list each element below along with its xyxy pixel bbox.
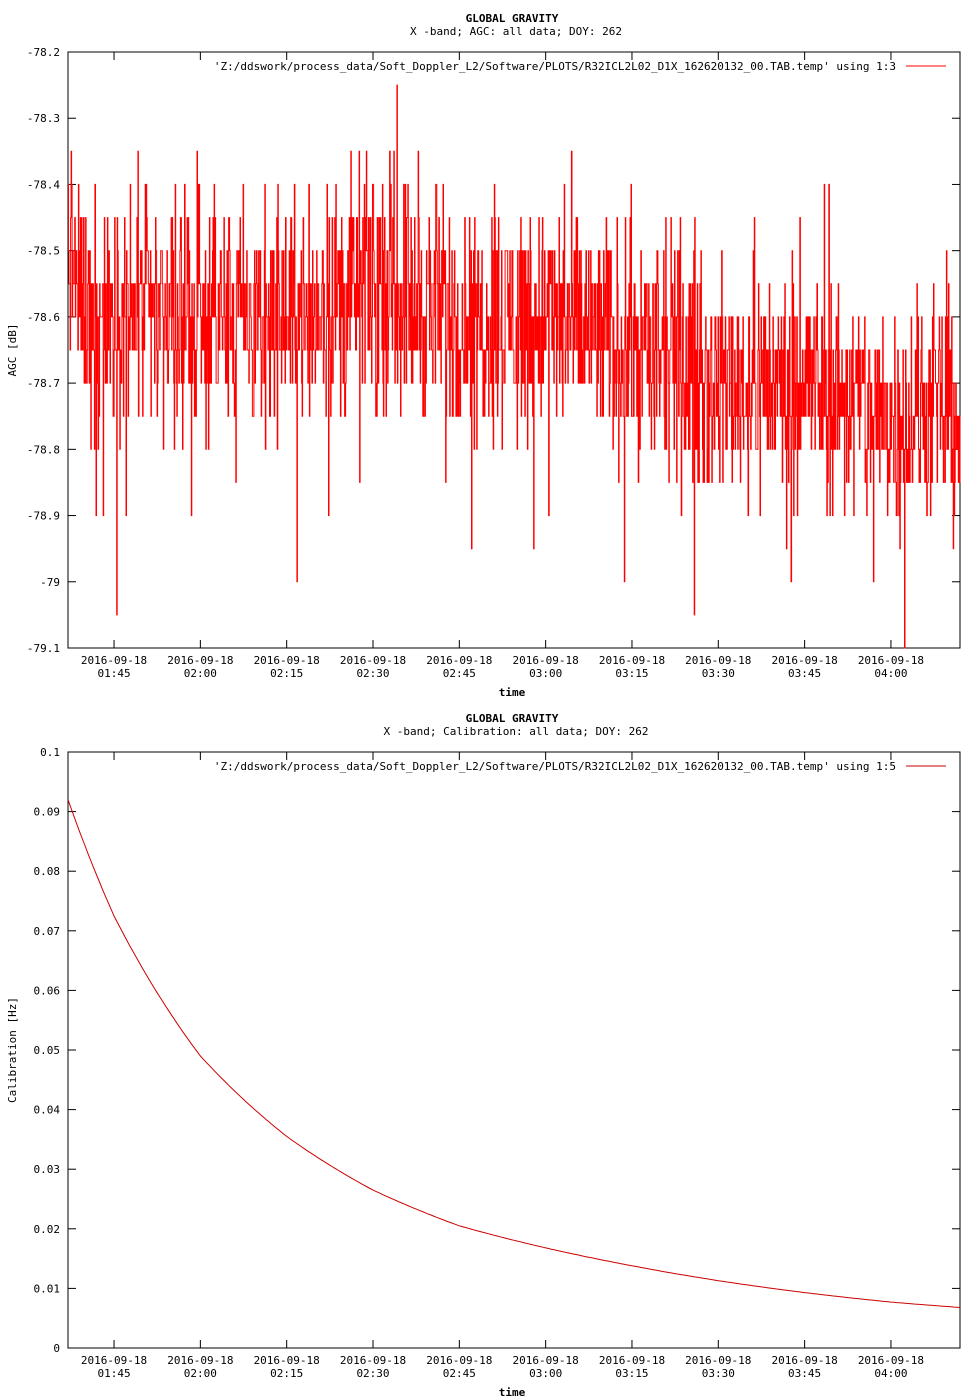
x-tick-time-label: 03:45 (788, 667, 821, 680)
y-tick-label: 0.05 (34, 1044, 61, 1057)
x-tick-date-label: 2016-09-18 (81, 1354, 147, 1367)
x-tick-time-label: 02:00 (184, 667, 217, 680)
x-tick-time-label: 03:00 (529, 1367, 562, 1380)
chart-subtitle-1: X -band; Calibration: all data; DOY: 262 (384, 725, 649, 738)
x-axis-label-0: time (499, 686, 526, 699)
x-tick-date-label: 2016-09-18 (772, 654, 838, 667)
x-tick-date-label: 2016-09-18 (81, 654, 147, 667)
x-tick-date-label: 2016-09-18 (167, 1354, 233, 1367)
y-tick-label: 0.1 (40, 746, 60, 759)
x-tick-time-label: 03:30 (702, 1367, 735, 1380)
x-tick-time-label: 04:00 (874, 667, 907, 680)
x-tick-time-label: 02:15 (270, 667, 303, 680)
y-tick-label: -78.5 (27, 245, 60, 258)
y-axis-label-1: Calibration [Hz] (6, 997, 19, 1103)
x-tick-date-label: 2016-09-18 (513, 654, 579, 667)
x-tick-date-label: 2016-09-18 (599, 654, 665, 667)
x-tick-date-label: 2016-09-18 (167, 654, 233, 667)
y-tick-label: 0.07 (34, 925, 61, 938)
chart-title-0: GLOBAL GRAVITY (466, 12, 559, 25)
x-tick-time-label: 03:45 (788, 1367, 821, 1380)
y-tick-label: -79.1 (27, 642, 60, 655)
y-tick-label: -78.3 (27, 112, 60, 125)
x-tick-date-label: 2016-09-18 (685, 654, 751, 667)
x-tick-date-label: 2016-09-18 (254, 654, 320, 667)
x-tick-date-label: 2016-09-18 (685, 1354, 751, 1367)
y-tick-label: 0.09 (34, 806, 61, 819)
x-tick-time-label: 02:45 (443, 1367, 476, 1380)
x-tick-time-label: 01:45 (97, 1367, 130, 1380)
y-tick-label: 0.03 (34, 1163, 61, 1176)
x-tick-time-label: 04:00 (874, 1367, 907, 1380)
x-tick-date-label: 2016-09-18 (772, 1354, 838, 1367)
x-tick-time-label: 02:15 (270, 1367, 303, 1380)
x-tick-time-label: 03:15 (615, 667, 648, 680)
series-line-0 (68, 84, 961, 649)
series-line-1 (67, 799, 961, 1308)
y-tick-label: 0.06 (34, 984, 61, 997)
y-tick-label: 0.08 (34, 865, 61, 878)
x-tick-date-label: 2016-09-18 (254, 1354, 320, 1367)
legend-label-0: 'Z:/ddswork/process_data/Soft_Doppler_L2… (214, 60, 896, 73)
y-tick-label: 0.04 (34, 1104, 61, 1117)
x-tick-date-label: 2016-09-18 (426, 1354, 492, 1367)
x-tick-date-label: 2016-09-18 (599, 1354, 665, 1367)
chart-subtitle-0: X -band; AGC: all data; DOY: 262 (410, 25, 622, 38)
y-tick-label: -78.7 (27, 377, 60, 390)
y-tick-label: -78.4 (27, 178, 60, 191)
x-tick-time-label: 02:45 (443, 667, 476, 680)
x-tick-date-label: 2016-09-18 (340, 1354, 406, 1367)
y-tick-label: -78.8 (27, 443, 60, 456)
x-tick-date-label: 2016-09-18 (858, 1354, 924, 1367)
x-tick-date-label: 2016-09-18 (426, 654, 492, 667)
x-tick-time-label: 03:30 (702, 667, 735, 680)
x-tick-time-label: 02:30 (356, 667, 389, 680)
x-tick-time-label: 03:00 (529, 667, 562, 680)
x-tick-time-label: 01:45 (97, 667, 130, 680)
x-tick-date-label: 2016-09-18 (513, 1354, 579, 1367)
y-tick-label: -78.2 (27, 46, 60, 59)
x-tick-time-label: 02:30 (356, 1367, 389, 1380)
x-tick-time-label: 03:15 (615, 1367, 648, 1380)
x-tick-time-label: 02:00 (184, 1367, 217, 1380)
plot-frame-0 (67, 51, 961, 649)
x-tick-date-label: 2016-09-18 (858, 654, 924, 667)
x-axis-label-1: time (499, 1386, 526, 1399)
y-axis-label-0: AGC [dB] (6, 324, 19, 377)
y-tick-label: 0.02 (34, 1223, 61, 1236)
plot-frame-1 (67, 751, 961, 1349)
x-tick-date-label: 2016-09-18 (340, 654, 406, 667)
y-tick-label: 0.01 (34, 1282, 61, 1295)
y-tick-label: -78.9 (27, 510, 60, 523)
legend-label-1: 'Z:/ddswork/process_data/Soft_Doppler_L2… (214, 760, 896, 773)
y-tick-label: -79 (40, 576, 60, 589)
y-tick-label: -78.6 (27, 311, 60, 324)
chart-title-1: GLOBAL GRAVITY (466, 712, 559, 725)
y-tick-label: 0 (53, 1342, 60, 1355)
